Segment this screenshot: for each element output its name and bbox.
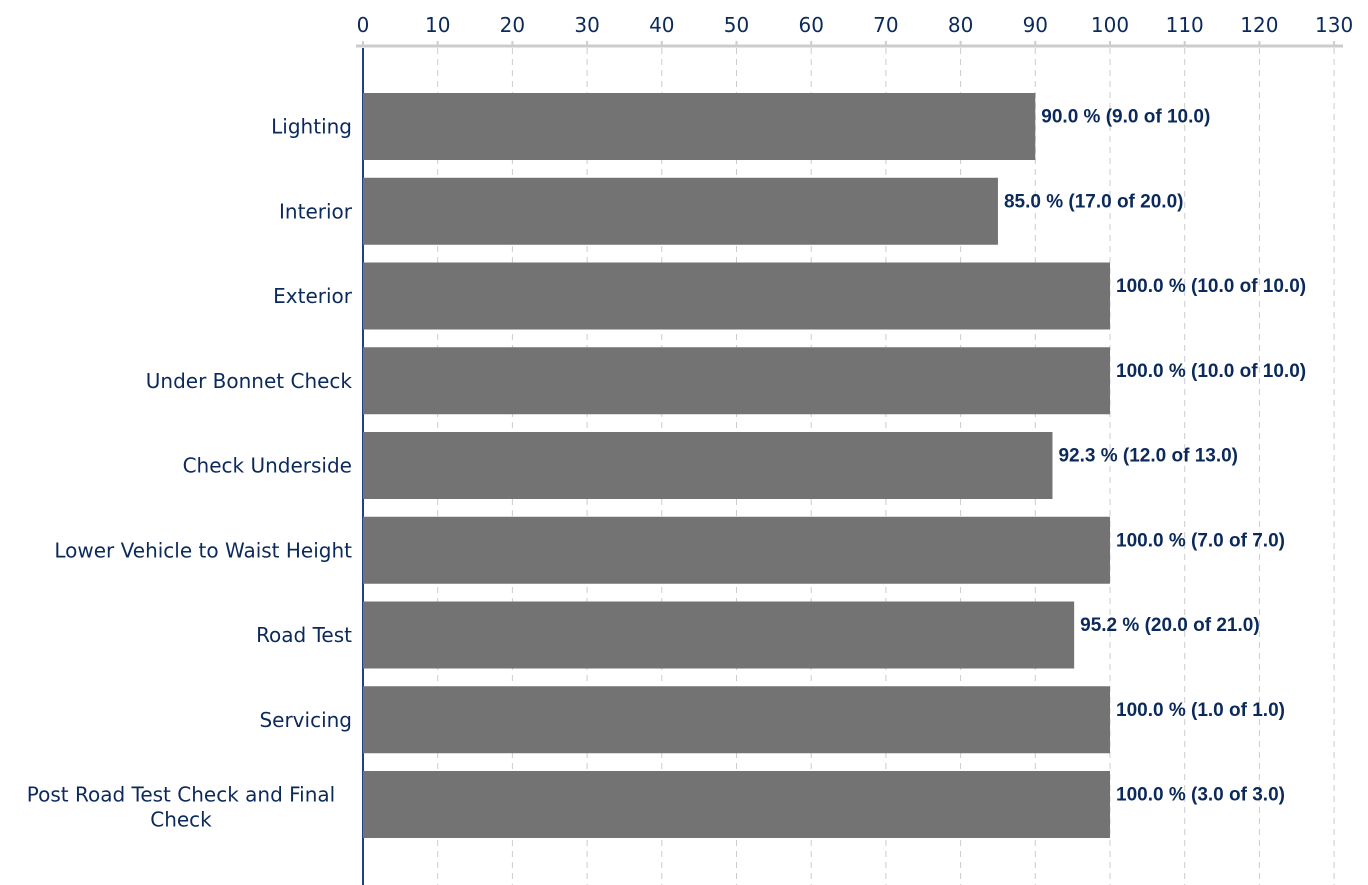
x-tick-label: 60 [798,13,823,37]
x-tick-label: 0 [357,13,370,37]
bar [363,262,1110,330]
x-tick-label: 80 [948,13,973,37]
category-labels: Lighting Interior Exterior Under Bonnet Che… [27,115,353,832]
x-tick-label: 90 [1023,13,1048,37]
x-tick-label: 10 [425,13,450,37]
x-tick-label: 20 [500,13,525,37]
x-tick-label: 40 [649,13,674,37]
bar [363,771,1110,838]
bar [363,601,1075,669]
bar [363,432,1053,499]
category-label: Lighting [271,115,352,139]
bars [363,93,1110,838]
bar [363,516,1110,584]
bar [363,347,1110,415]
data-label: 100.0 % (10.0 of 10.0) [1116,276,1306,297]
bar [363,177,998,245]
data-label: 100.0 % (7.0 of 7.0) [1116,530,1285,551]
data-label: 90.0 % (9.0 of 10.0) [1041,107,1210,128]
category-label: Servicing [259,708,352,732]
bar [363,93,1036,160]
data-label: 100.0 % (3.0 of 3.0) [1116,785,1285,806]
x-tick-label: 50 [724,13,749,37]
x-tick-label: 30 [574,13,599,37]
category-label: Exterior [273,284,353,308]
bar [363,686,1110,754]
x-tick-label: 70 [873,13,898,37]
x-tick-label: 130 [1315,13,1353,37]
category-label: Check Underside [183,454,352,478]
data-labels: 90.0 % (9.0 of 10.0) 85.0 % (17.0 of 20.0… [1004,107,1306,806]
data-label: 92.3 % (12.0 of 13.0) [1058,446,1238,467]
x-tick-label: 100 [1091,13,1129,37]
category-label: Under Bonnet Check [146,369,353,393]
x-tick-label: 110 [1166,13,1204,37]
category-label: Post Road Test Check and Final Check [27,783,335,832]
data-label: 100.0 % (1.0 of 1.0) [1116,700,1285,721]
category-label: Interior [279,199,353,223]
data-label: 95.2 % (20.0 of 21.0) [1080,615,1260,636]
category-label: Lower Vehicle to Waist Height [54,538,352,562]
x-tick-label: 120 [1240,13,1278,37]
data-label: 85.0 % (17.0 of 20.0) [1004,191,1184,212]
category-label: Road Test [256,623,352,647]
data-label: 100.0 % (10.0 of 10.0) [1116,361,1306,382]
